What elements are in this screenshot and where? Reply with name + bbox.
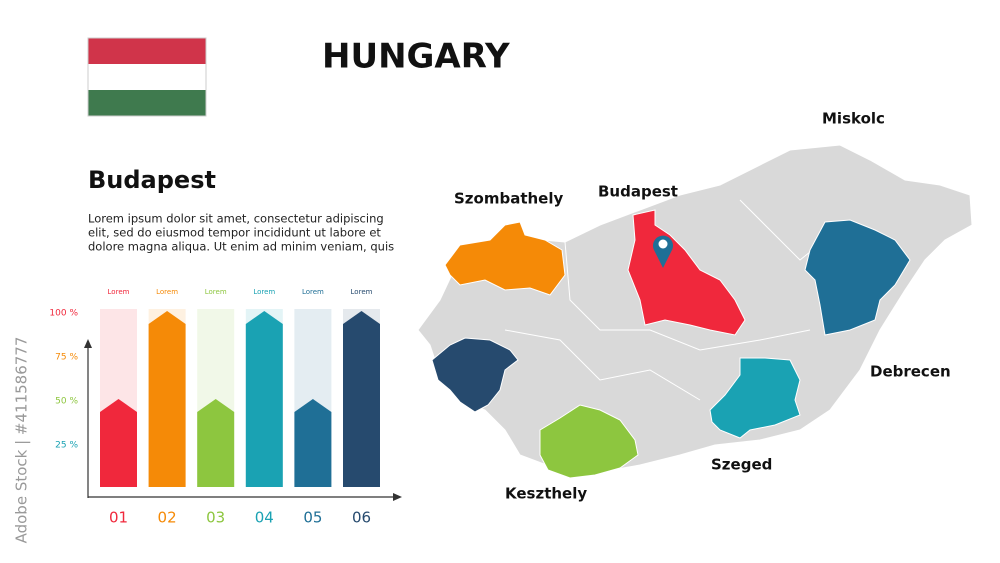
city-label: Debrecen xyxy=(870,363,951,381)
y-axis-arrow xyxy=(84,339,92,348)
body-line: dolore magna aliqua. Ut enim ad minim ve… xyxy=(88,240,394,254)
x-axis-arrow xyxy=(393,493,402,501)
y-tick-label: 100 % xyxy=(49,309,78,319)
x-tick-label: 03 xyxy=(206,509,225,527)
border xyxy=(564,241,811,351)
map xyxy=(417,144,973,479)
flag-red xyxy=(88,38,206,64)
city-label: Budapest xyxy=(598,183,678,201)
flag-border xyxy=(87,37,207,117)
x-tick-label: 04 xyxy=(255,509,274,527)
bar xyxy=(294,399,332,487)
city-label: Szeged xyxy=(711,456,772,474)
flag xyxy=(87,37,207,117)
region-szombathely xyxy=(444,221,566,296)
y-tick-label: 25 % xyxy=(55,441,78,451)
bar xyxy=(197,399,235,487)
city-label: Miskolc xyxy=(822,110,885,128)
body-line: elit, sed do eiusmod tempor incididunt u… xyxy=(88,226,381,240)
flag-green xyxy=(88,90,206,116)
bar xyxy=(245,311,283,487)
region-west xyxy=(431,337,519,413)
x-tick-label: 01 xyxy=(109,509,128,527)
city-label: Szombathely xyxy=(454,190,563,208)
heading: Budapest xyxy=(88,166,216,194)
border xyxy=(504,329,701,401)
title: HUNGARY xyxy=(322,37,510,77)
bar-top-label: Lorem xyxy=(253,288,275,296)
bar xyxy=(343,311,380,487)
flag-white xyxy=(88,64,206,90)
bar xyxy=(100,399,137,487)
pin-dot xyxy=(658,239,668,249)
pin xyxy=(653,235,674,268)
region-szeged xyxy=(709,357,801,439)
y-tick-label: 75 % xyxy=(55,353,78,363)
body-line: Lorem ipsum dolor sit amet, consectetur … xyxy=(88,212,384,226)
x-tick-label: 02 xyxy=(158,509,177,527)
bar-top-label: Lorem xyxy=(108,288,130,296)
region-keszthely xyxy=(539,404,639,479)
bar xyxy=(148,311,186,487)
bar-top-label: Lorem xyxy=(156,288,178,296)
bar-top-label: Lorem xyxy=(351,288,373,296)
city-label: Keszthely xyxy=(505,485,587,503)
x-tick-label: 06 xyxy=(352,509,371,527)
watermark: Adobe Stock | #411586777 xyxy=(13,337,31,544)
region-debrecen xyxy=(804,219,911,336)
bar-top-label: Lorem xyxy=(205,288,227,296)
y-tick-label: 50 % xyxy=(55,397,78,407)
bar-chart: 25 % 50 % 75 % 100 % Lorem 01 Lorem 02 Lorem 03 Lo… xyxy=(49,288,402,527)
x-tick-label: 05 xyxy=(303,509,322,527)
bar-top-label: Lorem xyxy=(302,288,324,296)
